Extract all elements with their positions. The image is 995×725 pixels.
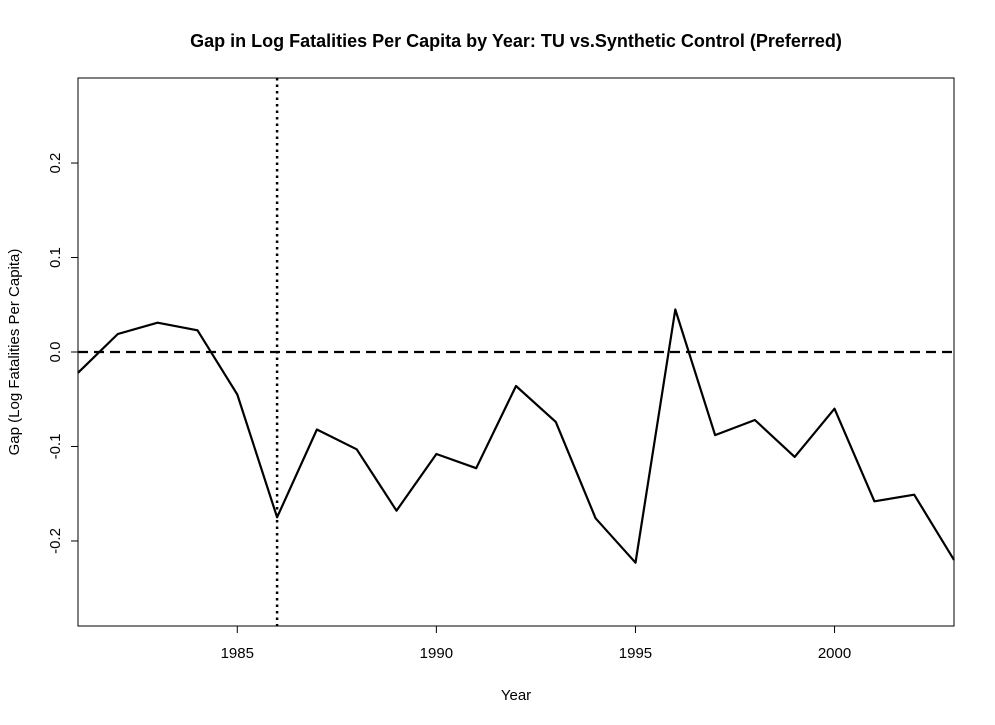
y-axis-label: Gap (Log Fatalities Per Capita) [6,249,23,456]
reference-lines [78,78,954,626]
series-layer [77,308,955,564]
y-axis: -0.2 -0.1 0.0 0.1 0.2 [47,153,78,554]
y-tick-label: 0.0 [47,342,64,363]
x-tick-label: 2000 [818,645,851,662]
x-axis: 1985 1990 1995 2000 [221,626,851,662]
y-tick-label: -0.1 [47,434,64,460]
x-tick-label: 1985 [221,645,254,662]
gap-series-line [77,308,955,564]
x-axis-label: Year [501,687,531,704]
y-tick-label: 0.1 [47,247,64,268]
x-tick-label: 1995 [619,645,652,662]
y-tick-label: 0.2 [47,153,64,174]
y-tick-label: -0.2 [47,528,64,554]
x-tick-label: 1990 [420,645,453,662]
chart-title: Gap in Log Fatalities Per Capita by Year… [190,31,842,51]
